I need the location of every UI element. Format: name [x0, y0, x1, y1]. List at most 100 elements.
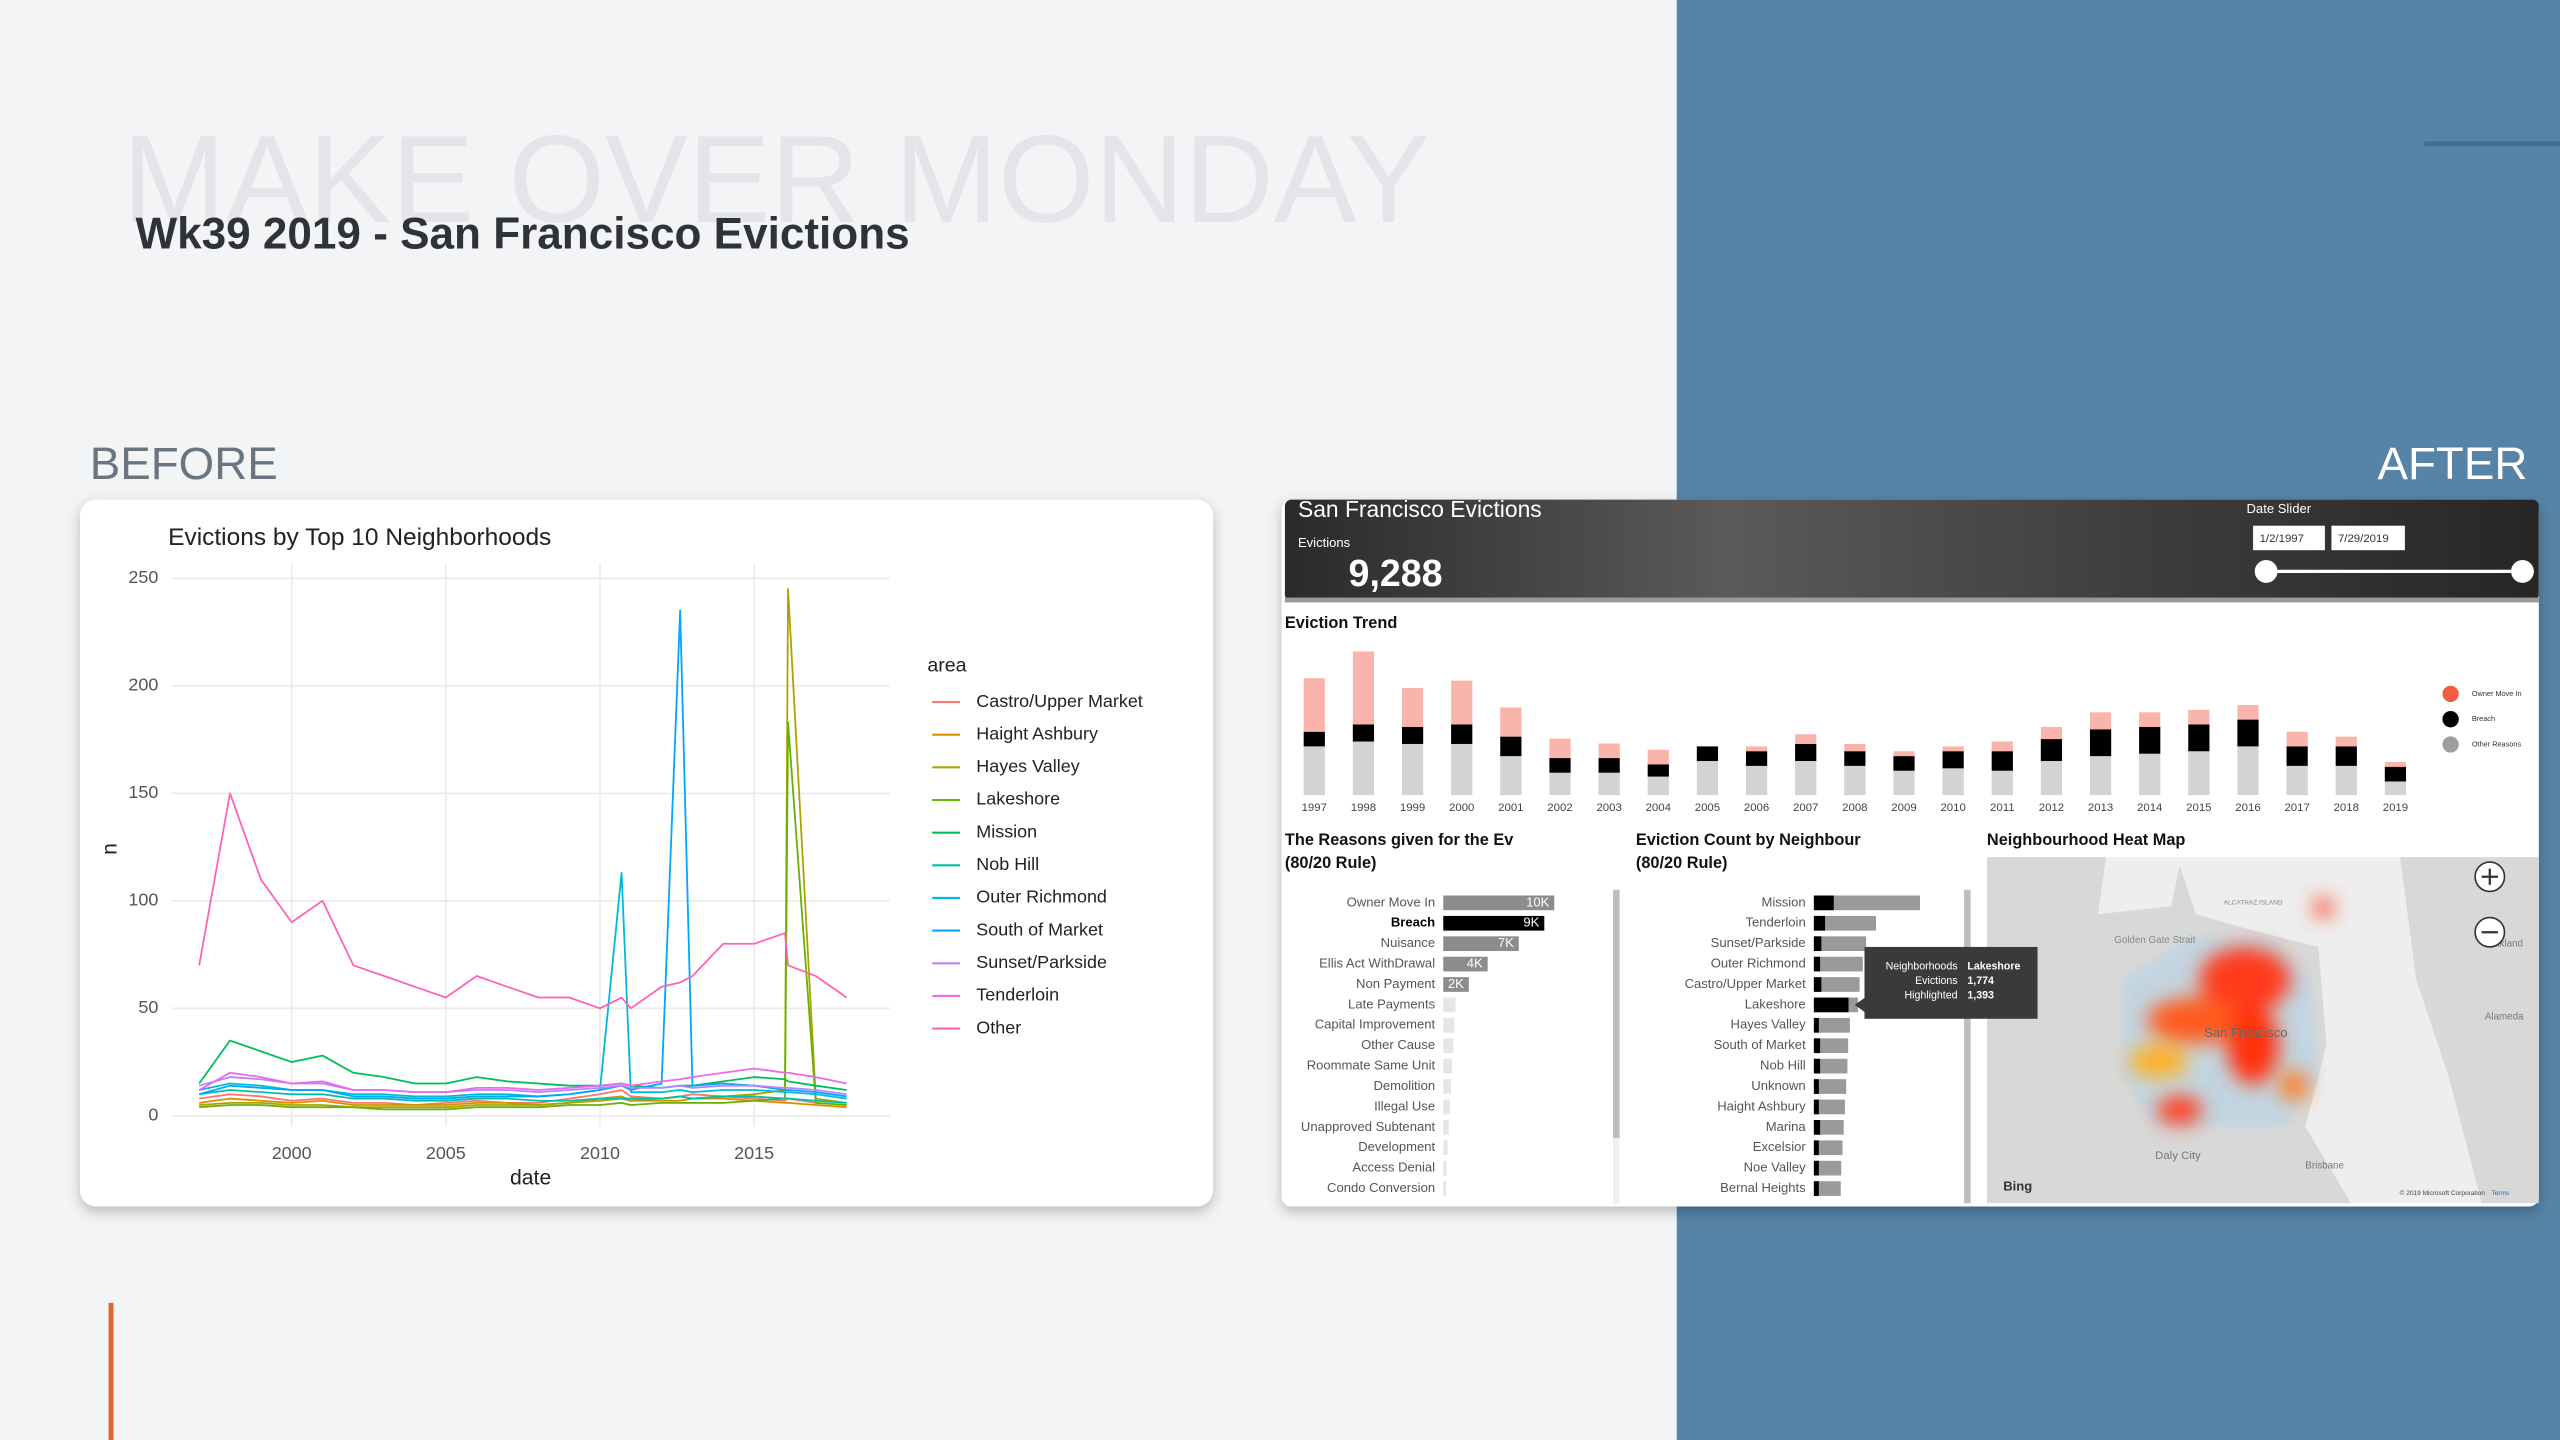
- bar: [1813, 1079, 1847, 1094]
- slider-handle[interactable]: [2254, 560, 2278, 583]
- category-label: Condo Conversion: [1327, 1180, 1435, 1195]
- x-tick-label: 2019: [2383, 802, 2408, 814]
- bar: [1813, 1017, 1819, 1033]
- scrollbar[interactable]: [1613, 889, 1620, 1138]
- bar-segment: [1500, 707, 1522, 737]
- bar-segment: [1991, 751, 2013, 771]
- bar: [1443, 956, 1488, 972]
- map-terms[interactable]: Terms: [2491, 1190, 2509, 1197]
- category-label: Other Cause: [1361, 1037, 1435, 1052]
- bar-segment: [1844, 743, 1866, 752]
- y-tick-label: 200: [128, 675, 158, 695]
- watermark: MAKE OVER MONDAY: [122, 111, 1430, 249]
- bar: [1813, 977, 1860, 992]
- series-line: [198, 1039, 847, 1091]
- bar: [1813, 977, 1822, 992]
- series-line: [199, 721, 847, 1111]
- bar-segment: [2040, 726, 2063, 740]
- bar-segment: [2286, 746, 2308, 766]
- legend-label: Hayes Valley: [976, 756, 1079, 776]
- tooltip-value: 1,393: [1967, 990, 1994, 1002]
- bar: [1813, 1181, 1841, 1196]
- legend-label: Owner Move In: [2472, 689, 2522, 698]
- y-tick-label: 100: [128, 890, 158, 910]
- map-provider: Bing: [2003, 1178, 2032, 1193]
- bar-segment: [1500, 736, 1522, 757]
- bar-segment: [2089, 729, 2112, 757]
- bar: [1813, 956, 1863, 972]
- slider-handle[interactable]: [2511, 560, 2534, 583]
- series-line: [199, 1089, 847, 1104]
- bar-segment: [2237, 746, 2259, 796]
- category-label: Castro/Upper Market: [1685, 976, 1806, 991]
- x-tick-label: 2010: [1940, 802, 1965, 814]
- tooltip-key: Neighborhoods: [1886, 960, 1958, 972]
- bar-segment: [2089, 756, 2112, 796]
- kpi-value: 9,288: [1349, 552, 1443, 594]
- series-line: [199, 1089, 847, 1106]
- legend-title: area: [927, 654, 966, 676]
- heat-spots: [2128, 897, 2334, 1125]
- value-label: 7K: [1498, 935, 1514, 950]
- legend-label: South of Market: [976, 919, 1103, 939]
- bar: [1813, 1120, 1844, 1135]
- x-tick-label: 2012: [2039, 802, 2064, 814]
- map-label: ALCATRAZ ISLAND: [2224, 900, 2283, 907]
- bar-segment: [1598, 743, 1620, 759]
- map-title: Neighbourhood Heat Map: [1987, 831, 2185, 849]
- bar: [1813, 1079, 1819, 1094]
- date-start: 1/2/1997: [2260, 533, 2304, 545]
- bar: [1443, 1160, 1447, 1176]
- bar-segment: [2335, 765, 2357, 796]
- category-label: Excelsior: [1753, 1139, 1807, 1154]
- kpi-label: Evictions: [1298, 535, 1351, 550]
- bar-segment: [1942, 751, 1964, 769]
- bar-segment: [1352, 741, 1375, 796]
- bar: [1443, 1079, 1452, 1094]
- bar-segment: [1795, 743, 1817, 762]
- date-end: 7/29/2019: [2338, 533, 2389, 545]
- chart-subtitle: (80/20 Rule): [1636, 854, 1728, 872]
- x-tick-label: 2011: [1990, 802, 2015, 814]
- bar: [1443, 936, 1519, 952]
- x-tick-label: 2006: [1744, 802, 1769, 814]
- before-label: BEFORE: [90, 438, 278, 489]
- bar-segment: [2139, 712, 2161, 727]
- bar: [1813, 936, 1822, 952]
- bar-segment: [1451, 680, 1473, 725]
- bar-segment: [2188, 751, 2210, 796]
- bar: [1443, 1120, 1449, 1135]
- bar-segment: [1893, 770, 1915, 796]
- bar-segment: [1647, 764, 1669, 777]
- bar-segment: [1647, 749, 1669, 765]
- chart-subtitle: (80/20 Rule): [1285, 854, 1377, 872]
- neighbourhood-chart: Eviction Count by Neighbour (80/20 Rule) M…: [1636, 831, 1920, 1196]
- header-rule: [1284, 597, 2539, 603]
- value-label: 10K: [1526, 894, 1550, 909]
- map-label: Brisbane: [2305, 1160, 2344, 1171]
- x-tick-label: 2009: [1891, 802, 1916, 814]
- bar-segment: [2139, 726, 2161, 754]
- legend-label: Castro/Upper Market: [976, 691, 1142, 711]
- bar-segment: [2188, 724, 2210, 752]
- category-label: Haight Ashbury: [1717, 1098, 1806, 1113]
- x-tick-label: 2005: [1695, 802, 1720, 814]
- bar-segment: [2286, 731, 2308, 747]
- value-label: 9K: [1523, 915, 1539, 930]
- bar-segment: [2384, 781, 2407, 796]
- chart-title: Eviction Trend: [1285, 614, 1397, 632]
- bar: [1443, 1038, 1454, 1054]
- legend-label: Tenderloin: [976, 985, 1059, 1005]
- chart-title: Evictions by Top 10 Neighborhoods: [168, 524, 551, 551]
- bar-segment: [2384, 766, 2407, 782]
- bar-segment: [1795, 761, 1817, 796]
- date-input[interactable]: [2253, 525, 2325, 551]
- bar: [1813, 1181, 1819, 1196]
- date-input[interactable]: [2331, 525, 2405, 551]
- series-line: [198, 1067, 847, 1094]
- bar: [1813, 1058, 1848, 1074]
- bar-segment: [1401, 743, 1424, 796]
- scrollbar[interactable]: [1964, 889, 1971, 1204]
- bar: [1813, 1140, 1819, 1156]
